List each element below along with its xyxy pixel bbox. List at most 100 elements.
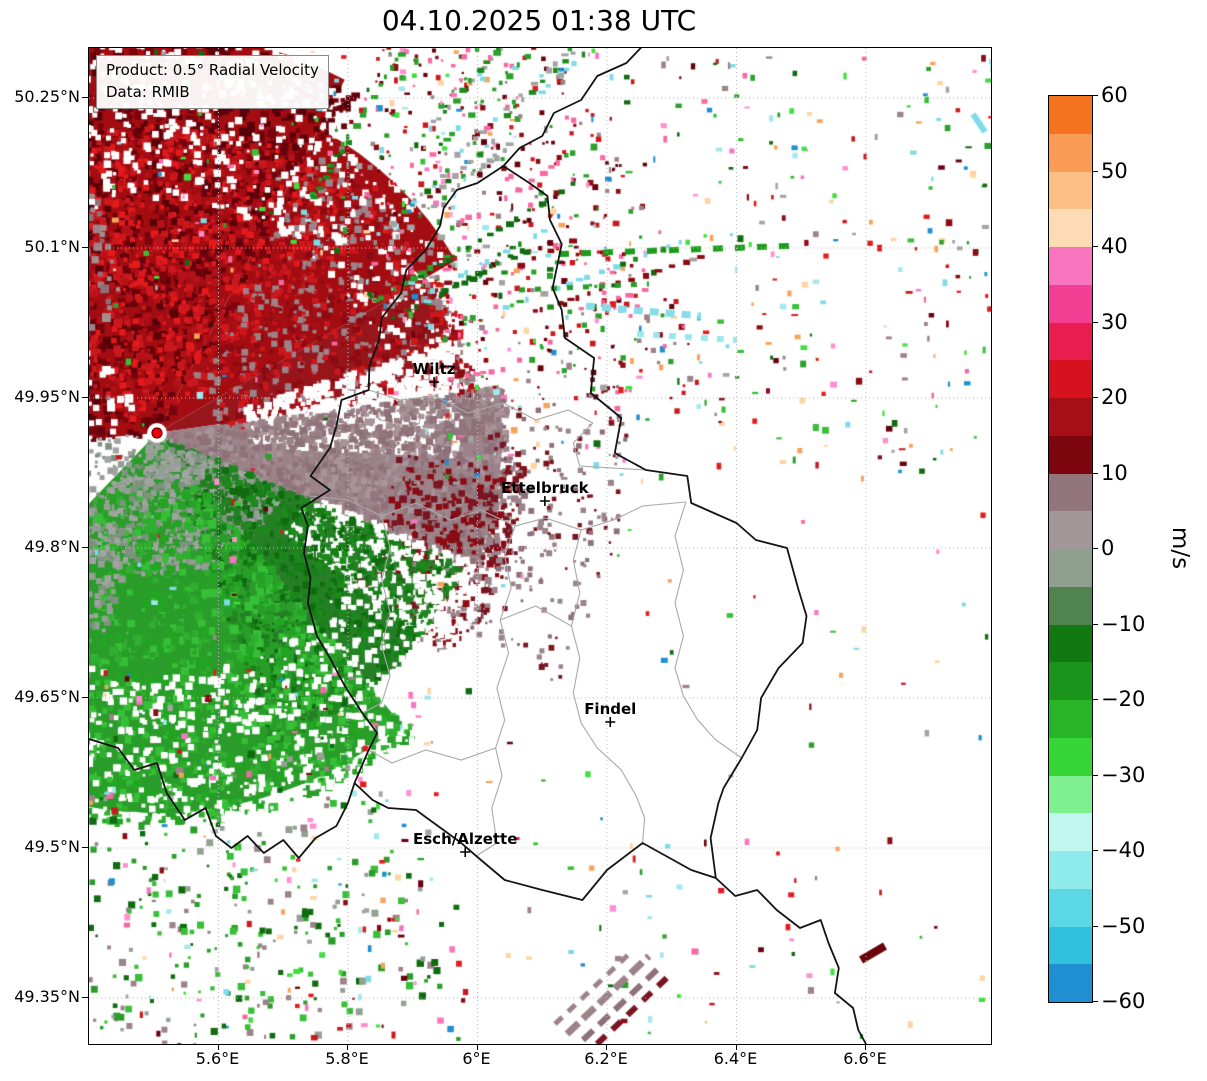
colorbar-segment xyxy=(1049,209,1092,247)
city-label: Wiltz xyxy=(413,360,456,378)
y-tick-label: 49.5°N xyxy=(24,837,80,856)
canton-boundary xyxy=(572,422,646,471)
colorbar-tick-label: −10 xyxy=(1101,611,1146,636)
country-border-france-belgium xyxy=(89,738,356,859)
canton-boundary xyxy=(368,747,496,764)
y-tick-label: 50.25°N xyxy=(14,87,80,106)
colorbar-tick-mark xyxy=(1092,548,1098,550)
x-tick-label: 5.6°E xyxy=(195,1049,240,1068)
colorbar-tick-label: 60 xyxy=(1101,83,1128,107)
colorbar-tick-mark xyxy=(1092,1001,1098,1003)
colorbar-tick-mark xyxy=(1092,246,1098,248)
y-tick-label: 49.65°N xyxy=(14,687,80,706)
colorbar-segment xyxy=(1049,96,1092,134)
x-tick-label: 6.4°E xyxy=(713,1049,758,1068)
city-marker xyxy=(605,717,616,727)
canton-boundary xyxy=(362,515,391,714)
y-tick-mark xyxy=(82,247,88,249)
y-tick-mark xyxy=(82,997,88,999)
colorbar-segment xyxy=(1049,284,1092,323)
colorbar-tick-mark xyxy=(1092,699,1098,701)
colorbar-tick-mark xyxy=(1092,321,1098,323)
colorbar-segment xyxy=(1049,586,1092,625)
city-marker xyxy=(429,377,440,387)
colorbar-tick-mark xyxy=(1092,95,1098,97)
colorbar-segment xyxy=(1049,247,1092,285)
x-tick-label: 5.8°E xyxy=(325,1049,369,1068)
colorbar-segment xyxy=(1049,737,1092,776)
colorbar-tick-mark xyxy=(1092,170,1098,172)
colorbar-tick-label: −20 xyxy=(1101,687,1146,711)
colorbar-unit-label: m/s xyxy=(1158,95,1202,1001)
colorbar-tick-label: 30 xyxy=(1101,309,1128,334)
colorbar-tick-label: −30 xyxy=(1101,762,1146,787)
colorbar-tick-label: −40 xyxy=(1101,838,1146,862)
colorbar-segment xyxy=(1049,549,1092,587)
x-tick-mark xyxy=(217,1044,219,1050)
radar-canvas xyxy=(89,48,991,1044)
colorbar-segment xyxy=(1049,813,1092,851)
canton-boundary xyxy=(570,529,646,844)
colorbar-tick-mark xyxy=(1092,472,1098,474)
colorbar-tick-label: 40 xyxy=(1101,234,1128,258)
colorbar-unit-text: m/s xyxy=(1166,526,1193,570)
legend-data-line: Data: RMIB xyxy=(106,82,190,101)
colorbar-segment xyxy=(1049,624,1092,663)
colorbar-segment xyxy=(1049,360,1092,398)
country-border-belgium-germany xyxy=(502,48,642,167)
colorbar-segment xyxy=(1049,511,1092,549)
colorbar-segment xyxy=(1049,888,1092,927)
colorbar-segment xyxy=(1049,435,1092,474)
colorbar-tick-mark xyxy=(1092,623,1098,625)
radar-site-marker xyxy=(151,427,163,439)
y-tick-mark xyxy=(82,547,88,549)
x-tick-mark xyxy=(476,1044,478,1050)
x-tick-mark xyxy=(735,1044,737,1050)
y-tick-label: 49.8°N xyxy=(24,537,80,556)
colorbar-tick-mark xyxy=(1092,397,1098,399)
colorbar-tick-label: 10 xyxy=(1101,460,1128,485)
y-tick-label: 49.95°N xyxy=(14,387,80,406)
colorbar-segment xyxy=(1049,662,1092,700)
product-legend: Product: 0.5° Radial Velocity Data: RMIB xyxy=(96,55,329,109)
colorbar-segment xyxy=(1049,171,1092,210)
colorbar-segment xyxy=(1049,398,1092,436)
colorbar-segment xyxy=(1049,322,1092,361)
x-tick-mark xyxy=(347,1044,349,1050)
country-border-luxembourg xyxy=(300,165,808,901)
y-tick-mark xyxy=(82,97,88,99)
canton-boundary xyxy=(674,501,743,759)
canton-boundary xyxy=(310,495,687,531)
colorbar-tick-label: −50 xyxy=(1101,913,1146,938)
colorbar-tick-mark xyxy=(1092,774,1098,776)
city-marker xyxy=(460,847,471,857)
canton-boundary xyxy=(368,389,594,424)
colorbar-tick-mark xyxy=(1092,925,1098,927)
canton-boundary xyxy=(499,605,572,627)
map-overlay: Wiltz Ettelbruck Findel Esch/Alzette xyxy=(89,48,991,1044)
colorbar-tick-label: 50 xyxy=(1101,158,1128,183)
y-tick-label: 49.35°N xyxy=(14,987,80,1006)
y-tick-mark xyxy=(82,847,88,849)
colorbar-segment xyxy=(1049,851,1092,889)
city-label: Findel xyxy=(584,700,636,718)
canton-boundary xyxy=(475,525,516,857)
x-tick-label: 6.2°E xyxy=(584,1049,628,1068)
colorbar-tick-label: −60 xyxy=(1101,989,1146,1013)
colorbar-segment xyxy=(1049,473,1092,512)
colorbar-segment xyxy=(1049,964,1092,1002)
plot-area: Wiltz Ettelbruck Findel Esch/Alzette Produc… xyxy=(88,47,992,1045)
y-tick-label: 50.1°N xyxy=(24,237,80,256)
colorbar-tick-label: 20 xyxy=(1101,385,1128,409)
city-label: Esch/Alzette xyxy=(413,830,517,848)
colorbar-segment xyxy=(1049,775,1092,814)
colorbar-segment xyxy=(1049,926,1092,965)
x-tick-mark xyxy=(865,1044,867,1050)
x-tick-label: 6.6°E xyxy=(843,1049,887,1068)
colorbar xyxy=(1048,95,1093,1003)
x-tick-label: 6°E xyxy=(462,1049,491,1068)
y-tick-mark xyxy=(82,397,88,399)
colorbar-tick-label: 0 xyxy=(1101,536,1115,560)
legend-product-line: Product: 0.5° Radial Velocity xyxy=(106,61,319,79)
